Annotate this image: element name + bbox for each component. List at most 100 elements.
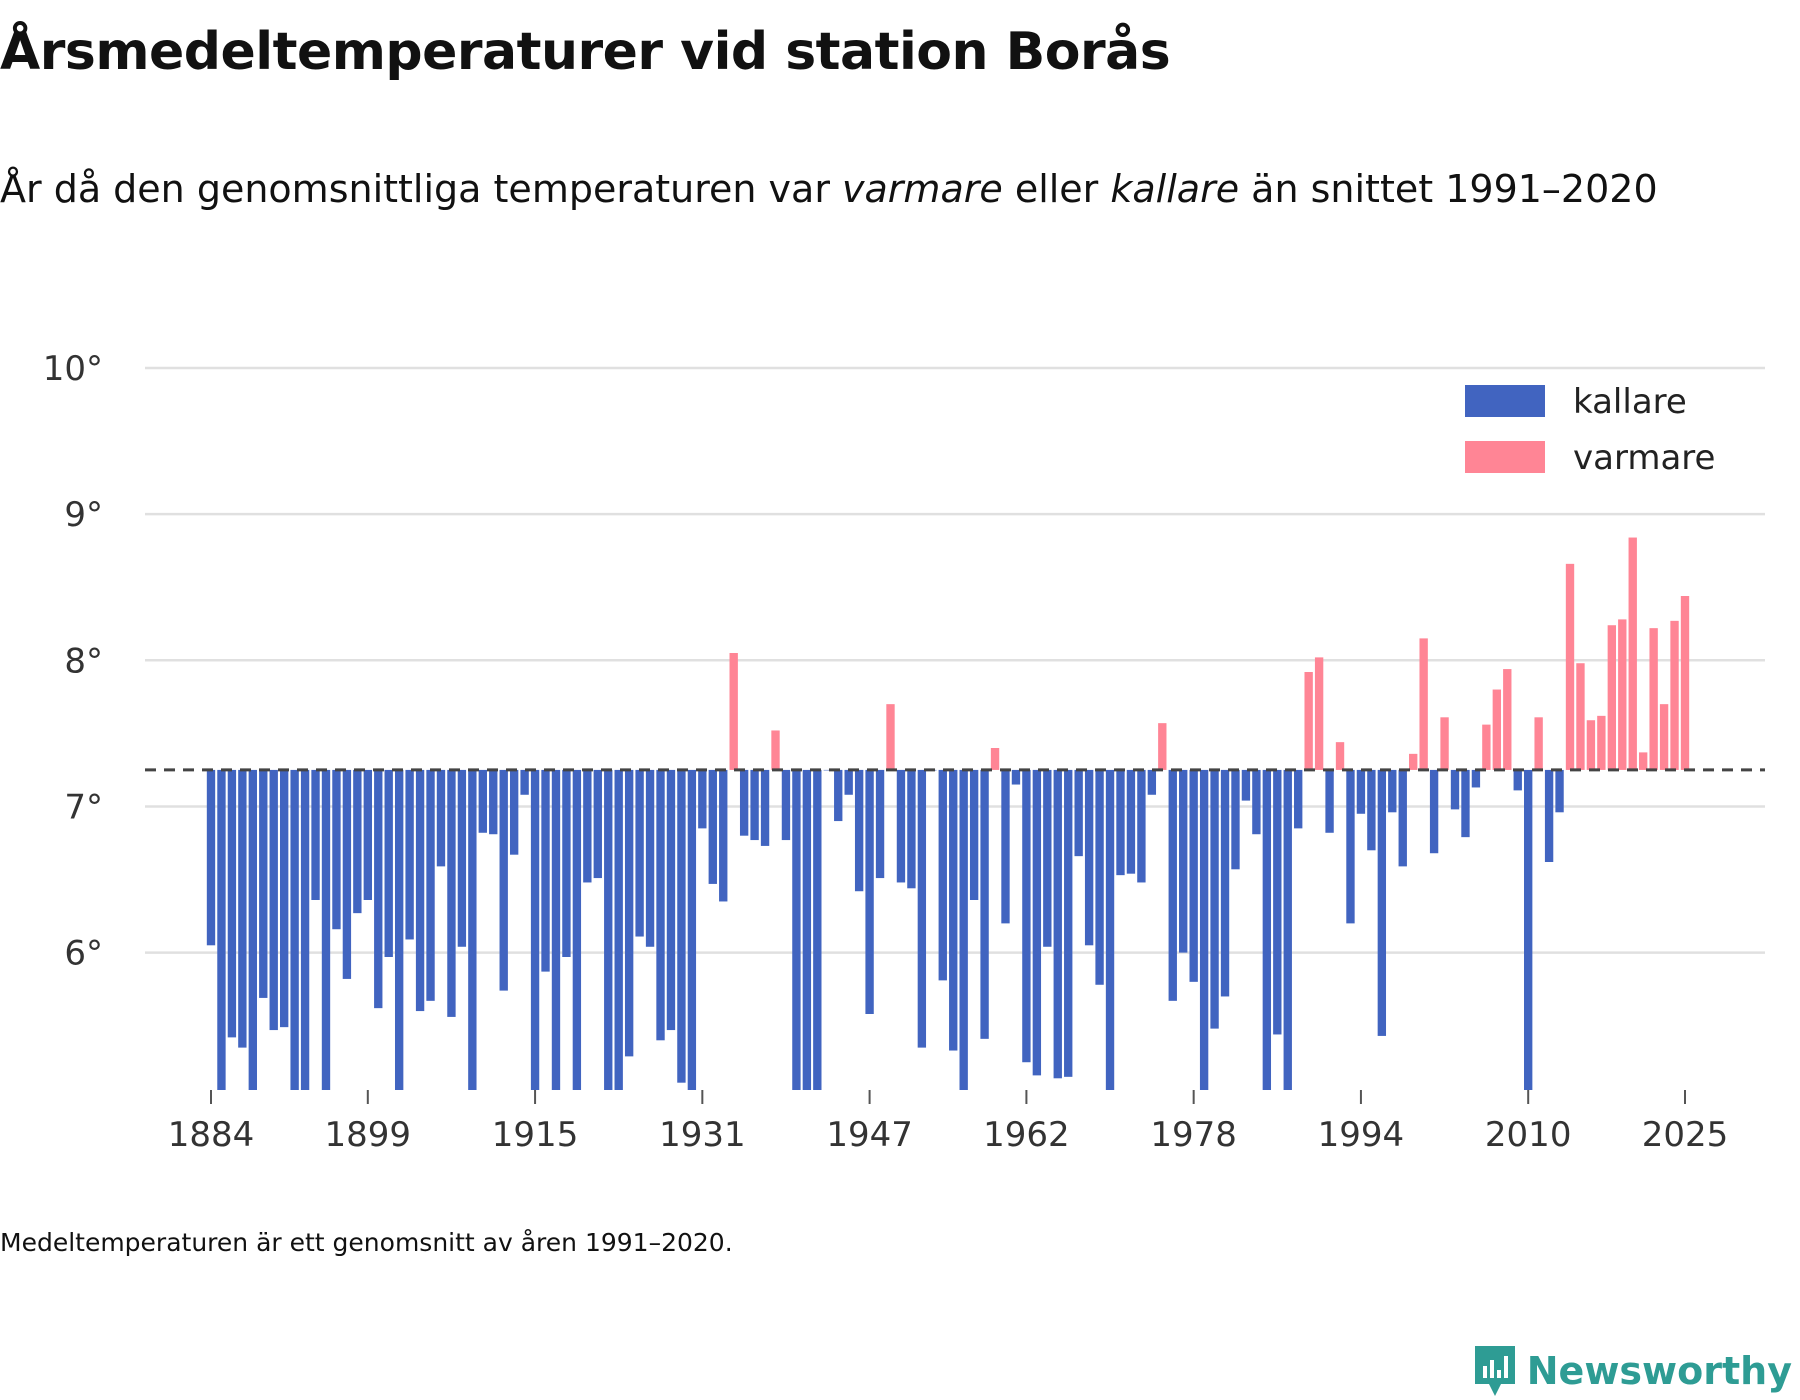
bar-colder [708,769,717,884]
x-tick-label: 1915 [492,1115,579,1155]
bar-warmer [1618,619,1627,770]
bar-colder [426,769,435,1001]
legend-label: varmare [1573,438,1715,478]
bar-colder [1544,769,1554,862]
bar-colder [300,769,310,1090]
bars [206,537,1690,1090]
bar-colder [907,769,916,889]
subtitle-part3: än snittet 1991–2020 [1239,167,1658,211]
bar-colder [687,769,697,1090]
bar-warmer [1586,720,1596,770]
bar-colder [1053,769,1062,1079]
bar-colder [478,769,487,833]
bar-colder [614,769,623,1090]
bar-colder [353,769,362,914]
bar-colder [656,769,665,1041]
bar-warmer [1409,753,1418,770]
y-tick-label: 7° [64,787,103,827]
x-tick-label: 1931 [659,1115,746,1155]
bar-warmer [1639,752,1648,770]
bar-colder [875,769,885,879]
x-tick-label: 2010 [1485,1115,1572,1155]
bar-warmer [1503,669,1512,770]
bar-warmer [1304,672,1313,770]
bar-colder [949,769,958,1051]
bar-colder [604,769,613,1090]
x-tick-label: 1962 [983,1115,1070,1155]
bar-colder [374,769,383,1009]
bar-colder [1231,769,1240,870]
bar-warmer [729,653,738,770]
bar-warmer [1482,724,1491,770]
bar-colder [572,769,582,1090]
bar-warmer [1628,537,1637,770]
bar-colder [1513,769,1522,791]
y-tick-label: 6° [64,934,103,974]
bar-colder [520,769,529,795]
bar-colder [468,769,477,1090]
bar-warmer [1335,742,1345,770]
bar-colder [248,769,257,1090]
bar-colder [1220,769,1230,997]
y-tick-label: 10° [43,349,103,389]
bar-colder [1555,769,1564,813]
legend-label: kallare [1573,382,1687,422]
bar-colder [1189,769,1198,982]
bar-colder [1450,769,1460,810]
bar-colder [917,769,927,1048]
newsworthy-logo-icon [1474,1346,1515,1396]
bar-colder [980,769,989,1039]
bar-warmer [1597,715,1606,770]
brand[interactable]: Newsworthy [1471,1342,1792,1400]
bar-colder [1043,769,1052,947]
bar-colder [1032,769,1042,1076]
x-tick-label: 1884 [168,1115,255,1155]
legend: kallare varmare [1455,371,1745,491]
bar-colder [1001,769,1010,924]
bar-warmer [1670,620,1679,770]
bar-colder [854,769,864,892]
bar-colder [1252,769,1261,835]
bar-colder [1346,769,1355,924]
bar-colder [1064,769,1073,1077]
x-tick-label: 1899 [325,1115,412,1155]
bar-colder [1137,769,1146,883]
bar-warmer [1576,663,1585,770]
x-tick-label: 2025 [1642,1115,1729,1155]
bar-warmer [990,748,1000,770]
bar-colder [1283,769,1292,1090]
bar-colder [1011,769,1021,785]
bar-colder [938,769,947,981]
bar-colder [781,769,791,841]
bar-colder [698,769,707,829]
bar-colder [1095,769,1104,985]
bar-warmer [1492,689,1502,770]
x-tick-label: 1947 [826,1115,913,1155]
bar-colder [457,769,467,947]
chart-subtitle: År då den genomsnittliga temperaturen va… [0,158,1700,220]
bar-colder [677,769,686,1083]
bar-warmer [1680,596,1690,770]
bar-warmer [1565,563,1575,770]
bar-colder [447,769,456,1017]
bar-colder [1116,769,1125,876]
bar-colder [405,769,414,940]
bar-colder [1168,769,1177,1001]
bar-warmer [1649,628,1658,770]
bar-colder [792,769,801,1090]
brand-name: Newsworthy [1526,1349,1792,1393]
bar-colder [436,769,446,867]
bar-colder [750,769,759,841]
bar-warmer [1534,717,1543,770]
bar-colder [865,769,874,1014]
bar-colder [1471,769,1481,788]
bar-colder [217,769,226,1090]
chart-title: Årsmedeltemperaturer vid station Borås [0,22,1171,82]
bar-colder [635,769,644,937]
bar-colder [415,769,425,1012]
bar-colder [624,769,634,1057]
bar-colder [363,769,372,900]
bar-colder [1241,769,1251,801]
bar-warmer [1659,704,1669,770]
bar-colder [760,769,770,846]
